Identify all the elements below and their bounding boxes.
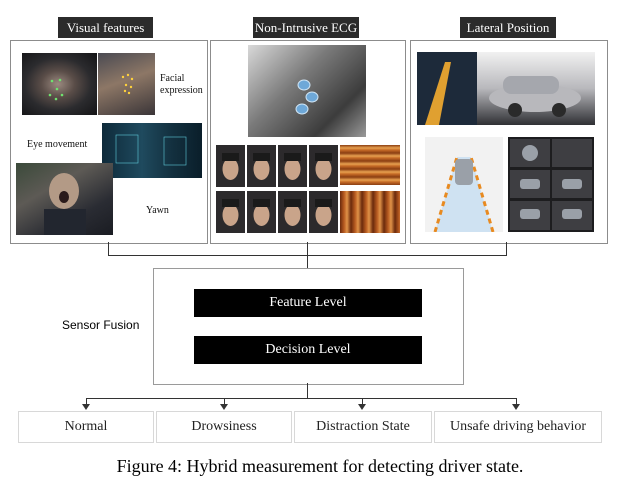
- lateral-position-title: Lateral Position: [460, 17, 556, 38]
- connector-visual: [108, 242, 109, 255]
- connector-lateral: [506, 242, 507, 255]
- state-drowsiness: Drowsiness: [156, 411, 292, 443]
- connector-fusion-down: [307, 383, 308, 398]
- face-landmarks-icon: [48, 78, 64, 101]
- seat-sensor-icon: [295, 79, 319, 115]
- subject-faces-icon: [216, 145, 338, 233]
- yawning-driver-icon: [44, 173, 86, 235]
- face-tracking-image-2: [98, 53, 155, 115]
- lane-departure-image: [425, 137, 503, 232]
- connector-horizontal-top: [108, 255, 507, 256]
- state-normal: Normal: [18, 411, 154, 443]
- connector-state-drowsiness: [224, 398, 225, 405]
- connector-state-distraction: [362, 398, 363, 405]
- feature-level-bar: Feature Level: [194, 289, 422, 317]
- connector-horizontal-bottom: [86, 398, 517, 399]
- eye-grid-icon: [115, 134, 187, 166]
- face-grid-icon: [121, 73, 134, 95]
- eye-tracking-image: [102, 123, 202, 178]
- sensor-fusion-label: Sensor Fusion: [62, 318, 140, 332]
- decision-level-bar: Decision Level: [194, 336, 422, 364]
- facial-expression-label: Facial expression: [160, 73, 203, 96]
- lane-guide-icon: [433, 156, 495, 232]
- arrow-head-normal: [82, 404, 90, 410]
- arrow-head-distraction: [358, 404, 366, 410]
- ecg-face-grid: [216, 145, 338, 233]
- ecg-seat-image: [248, 45, 366, 137]
- arrow-head-unsafe: [512, 404, 520, 410]
- face-tracking-image-1: [22, 53, 97, 115]
- eye-movement-label: Eye movement: [27, 139, 88, 150]
- ecg-signal-image-2: [340, 191, 400, 233]
- camera-views-icon: [510, 139, 592, 230]
- camera-views-grid: [508, 137, 594, 232]
- car-on-road-icon: [417, 52, 581, 125]
- connector-state-unsafe: [516, 398, 517, 405]
- ecg-title: Non-Intrusive ECG: [253, 17, 359, 38]
- state-unsafe-driving: Unsafe driving behavior: [434, 411, 602, 443]
- arrow-head-drowsiness: [220, 404, 228, 410]
- lateral-road-image: [417, 52, 595, 125]
- visual-features-title: Visual features: [58, 17, 153, 38]
- connector-state-normal: [86, 398, 87, 405]
- ecg-signal-image-1: [340, 145, 400, 185]
- yawn-label: Yawn: [146, 205, 169, 216]
- yawn-image: [16, 163, 113, 235]
- sensor-fusion-box: [153, 268, 464, 385]
- figure-caption: Figure 4: Hybrid measurement for detecti…: [116, 456, 524, 476]
- state-distraction: Distraction State: [294, 411, 432, 443]
